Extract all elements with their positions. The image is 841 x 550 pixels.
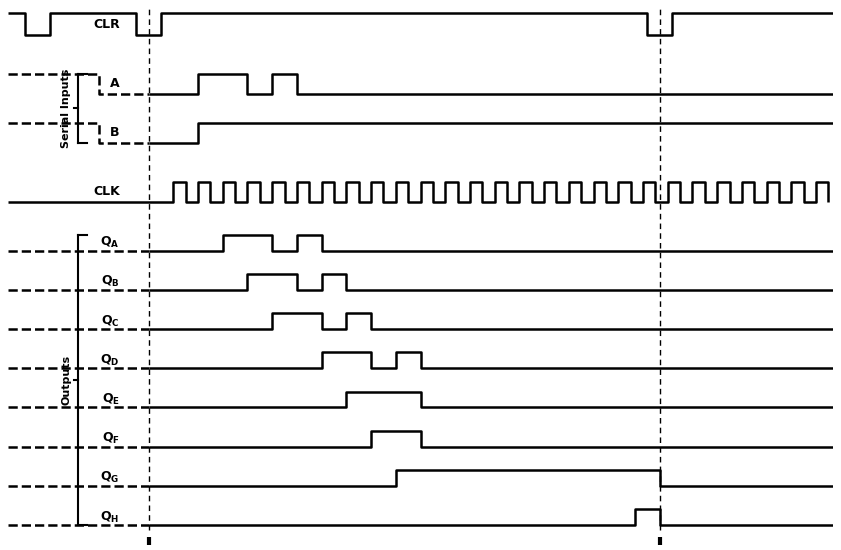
Text: $\mathbf{Q_{D}}$: $\mathbf{Q_{D}}$ xyxy=(100,353,119,368)
Text: $\mathbf{Q_{G}}$: $\mathbf{Q_{G}}$ xyxy=(100,470,119,486)
Text: CLR: CLR xyxy=(93,18,119,31)
Text: B: B xyxy=(110,126,119,139)
Text: $\mathbf{Q_{A}}$: $\mathbf{Q_{A}}$ xyxy=(100,235,119,250)
Text: CLK: CLK xyxy=(93,185,119,198)
Text: A: A xyxy=(110,78,119,90)
Text: $\mathbf{Q_{H}}$: $\mathbf{Q_{H}}$ xyxy=(100,509,119,525)
Text: $\mathbf{Q_{C}}$: $\mathbf{Q_{C}}$ xyxy=(101,314,119,328)
Text: $\mathbf{Q_{B}}$: $\mathbf{Q_{B}}$ xyxy=(101,274,119,289)
Text: Serial Inputs: Serial Inputs xyxy=(61,69,71,148)
Text: $\mathbf{Q_{F}}$: $\mathbf{Q_{F}}$ xyxy=(102,431,119,446)
Text: $\mathbf{Q_{E}}$: $\mathbf{Q_{E}}$ xyxy=(102,392,119,407)
Text: Outputs: Outputs xyxy=(61,355,71,405)
